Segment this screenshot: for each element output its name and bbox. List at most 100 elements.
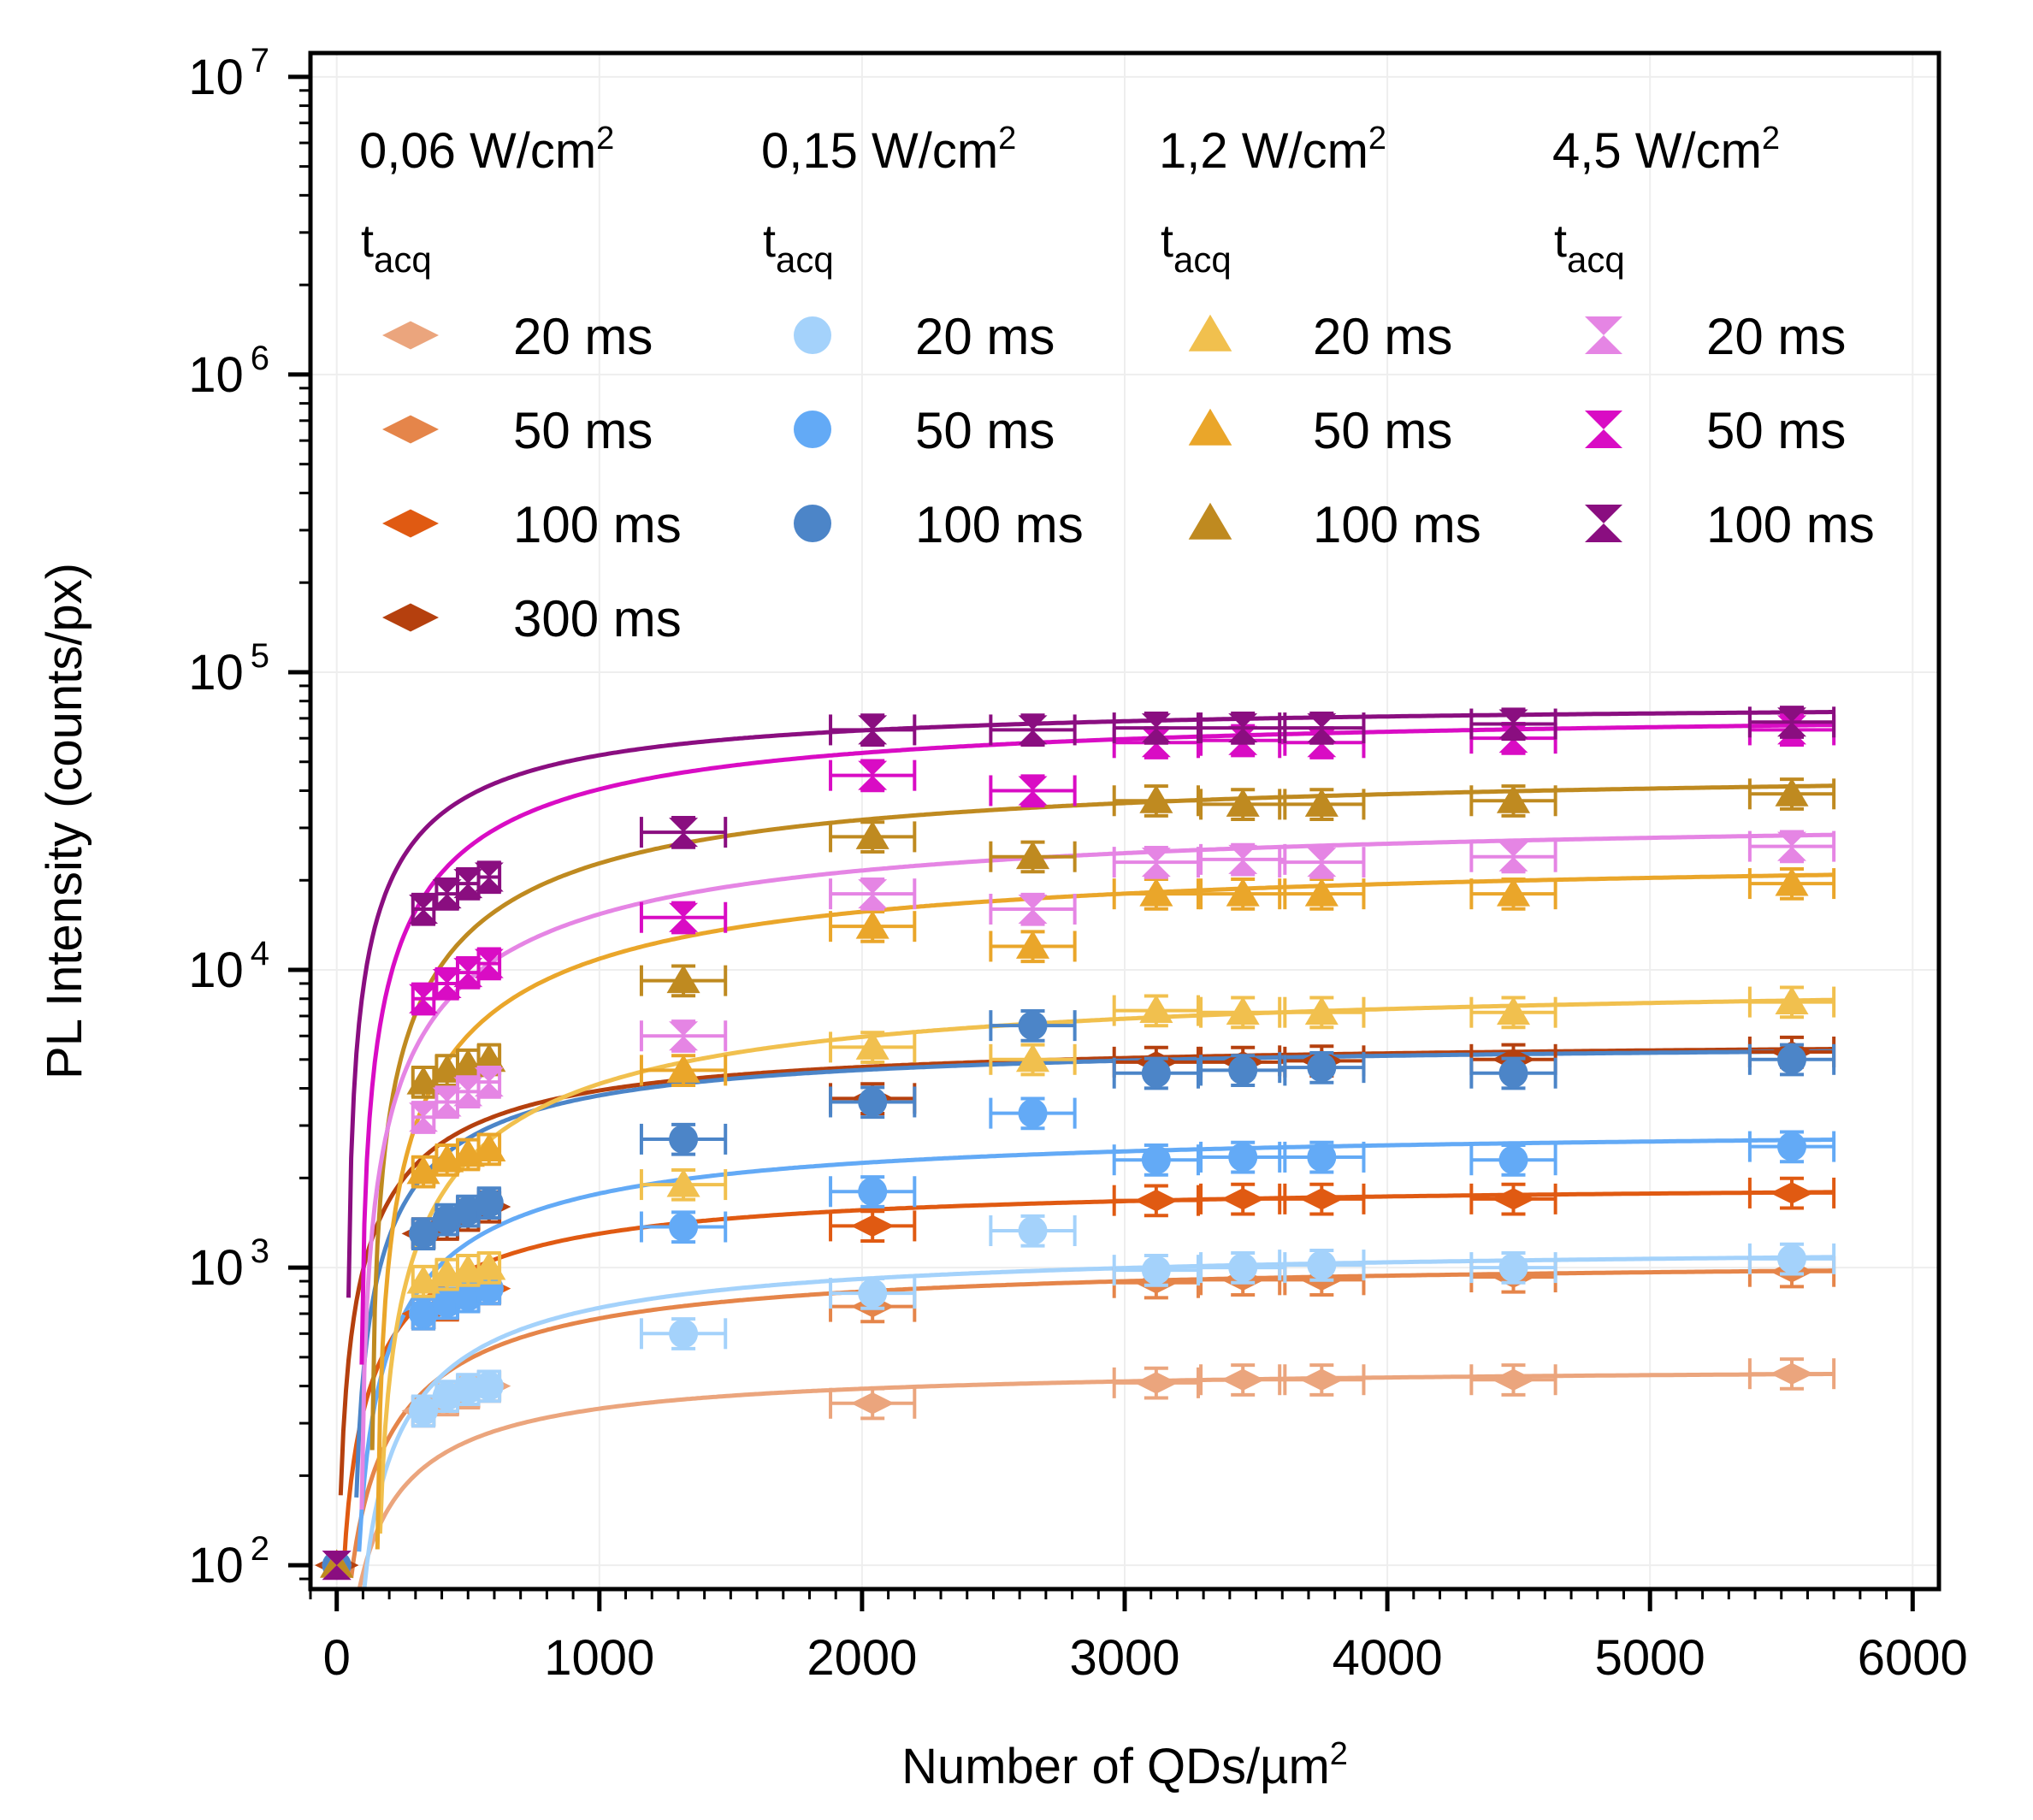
data-point xyxy=(1498,1253,1528,1283)
fit-curve xyxy=(357,1372,1833,1589)
legend-marker xyxy=(1188,314,1232,352)
legend-marker xyxy=(1188,502,1232,540)
fit-curve xyxy=(375,872,1833,1550)
data-point xyxy=(858,1279,888,1309)
data-point xyxy=(1498,709,1528,739)
data-point xyxy=(406,1155,440,1185)
data-point xyxy=(1307,1250,1337,1280)
data-point xyxy=(1304,878,1339,907)
legend-label: 50 ms xyxy=(513,402,653,459)
data-point xyxy=(1304,788,1339,817)
data-point xyxy=(669,902,699,932)
legend-heading: 0,15 W/cm2 xyxy=(761,121,1016,179)
data-point xyxy=(669,1319,699,1349)
legend-marker xyxy=(794,505,831,542)
data-point xyxy=(855,910,889,939)
fit-curve xyxy=(362,1255,1833,1589)
data-point xyxy=(1307,848,1337,878)
data-point xyxy=(1496,784,1531,813)
data-point xyxy=(669,818,699,848)
data-point xyxy=(669,1124,699,1154)
data-point xyxy=(1134,1189,1179,1212)
x-tick-label: 0 xyxy=(323,1630,351,1686)
data-point xyxy=(1496,878,1531,907)
x-tick-label: 3000 xyxy=(1069,1630,1179,1686)
x-tick-label: 2000 xyxy=(807,1630,917,1686)
legend-heading: 0,06 W/cm2 xyxy=(359,121,614,179)
data-point xyxy=(1018,1011,1048,1041)
grid-lines xyxy=(310,53,1939,1589)
data-point xyxy=(669,1212,699,1242)
data-point xyxy=(855,1031,889,1060)
data-point xyxy=(1228,1253,1258,1283)
data-point xyxy=(1141,1256,1171,1285)
legend-label: 100 ms xyxy=(1313,496,1481,553)
legend-marker xyxy=(1585,505,1622,542)
legend-heading: 1,2 W/cm2 xyxy=(1159,121,1386,179)
data-point xyxy=(1141,1058,1171,1088)
data-point xyxy=(1015,840,1050,870)
legend-marker xyxy=(794,316,831,354)
y-tick-label: 10 5 xyxy=(188,637,269,700)
data-point xyxy=(432,968,462,998)
legend-label: 20 ms xyxy=(513,308,653,365)
fit-curve xyxy=(346,710,1833,1298)
legend: 0,06 W/cm2 tacq 20 ms 50 ms 100 ms 300 ms 0,15… xyxy=(359,121,1875,647)
data-point xyxy=(409,1299,439,1329)
data-point xyxy=(432,879,462,909)
data-point xyxy=(1015,1043,1050,1072)
y-tick-label: 10 6 xyxy=(188,340,269,403)
legend-label: 50 ms xyxy=(1706,402,1846,459)
data-point xyxy=(1777,1132,1807,1161)
data-point xyxy=(1228,844,1258,874)
data-point xyxy=(1139,878,1173,907)
data-point xyxy=(472,1251,506,1280)
data-point xyxy=(1498,1058,1528,1088)
data-point xyxy=(1775,985,1809,1015)
data-point xyxy=(1777,831,1807,861)
legend-label: 100 ms xyxy=(915,496,1084,553)
fit-curves xyxy=(338,710,1833,1589)
data-point xyxy=(666,964,700,994)
data-point xyxy=(409,1219,439,1249)
data-point xyxy=(409,1102,439,1132)
fit-curve xyxy=(354,1049,1833,1498)
y-tick-label: 10 3 xyxy=(188,1232,269,1296)
data-point xyxy=(1141,848,1171,878)
data-point xyxy=(1018,894,1048,924)
data-point xyxy=(1220,1368,1265,1391)
data-point xyxy=(1134,1372,1179,1394)
data-point xyxy=(1496,996,1531,1025)
x-tick-label: 1000 xyxy=(544,1630,654,1686)
x-tick-label: 4000 xyxy=(1333,1630,1443,1686)
data-point xyxy=(850,1214,895,1238)
data-point xyxy=(850,1392,895,1415)
data-point xyxy=(409,1396,439,1426)
fit-curve xyxy=(359,832,1833,1510)
data-point xyxy=(1775,867,1809,896)
data-point xyxy=(858,715,888,745)
data-point xyxy=(1307,1142,1337,1172)
legend-subheading: tacq xyxy=(1161,216,1232,280)
data-point xyxy=(1228,725,1258,755)
data-point xyxy=(409,894,439,924)
data-point xyxy=(855,820,889,849)
legend-label: 20 ms xyxy=(1706,308,1846,365)
data-point xyxy=(1498,1145,1528,1175)
data-point xyxy=(1498,724,1528,753)
data-point xyxy=(474,862,504,892)
legend-label: 20 ms xyxy=(915,308,1055,365)
legend-marker xyxy=(382,509,439,538)
data-point xyxy=(1299,1368,1344,1391)
data-point xyxy=(474,1188,504,1218)
x-axis-title: Number of QDs/µm2 xyxy=(901,1736,1348,1794)
data-point xyxy=(1139,994,1173,1024)
legend-label: 100 ms xyxy=(513,496,682,553)
data-point xyxy=(322,1551,352,1581)
legend-label: 50 ms xyxy=(915,402,1055,459)
legend-marker xyxy=(1585,316,1622,354)
legend-label: 50 ms xyxy=(1313,402,1452,459)
fit-curve xyxy=(349,1268,1833,1579)
plot-frame xyxy=(308,50,1941,1592)
